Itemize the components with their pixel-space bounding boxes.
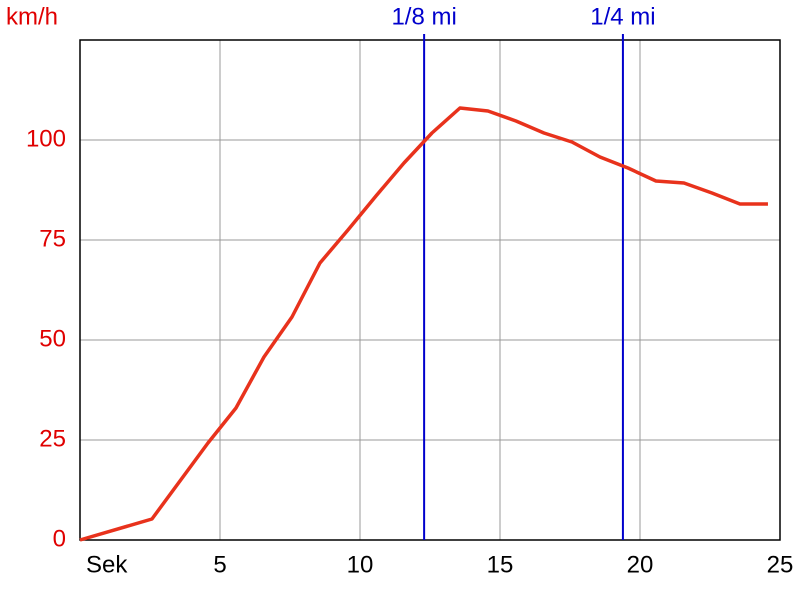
y-tick-label: 0 bbox=[53, 525, 66, 552]
x-tick-label: 10 bbox=[347, 551, 374, 578]
marker-label: 1/4 mi bbox=[590, 3, 655, 30]
marker-label: 1/8 mi bbox=[391, 3, 456, 30]
x-tick-label: 15 bbox=[487, 551, 514, 578]
y-axis-label: km/h bbox=[6, 3, 58, 30]
x-tick-label: 20 bbox=[627, 551, 654, 578]
y-tick-label: 50 bbox=[39, 325, 66, 352]
x-tick-label: 5 bbox=[213, 551, 226, 578]
y-tick-label: 75 bbox=[39, 225, 66, 252]
plot-frame bbox=[79, 39, 781, 541]
data-line bbox=[79, 106, 768, 542]
y-tick-label: 25 bbox=[39, 425, 66, 452]
x-tick-label: 25 bbox=[767, 551, 794, 578]
x-axis-label: Sek bbox=[86, 551, 128, 578]
y-tick-label: 100 bbox=[26, 125, 66, 152]
